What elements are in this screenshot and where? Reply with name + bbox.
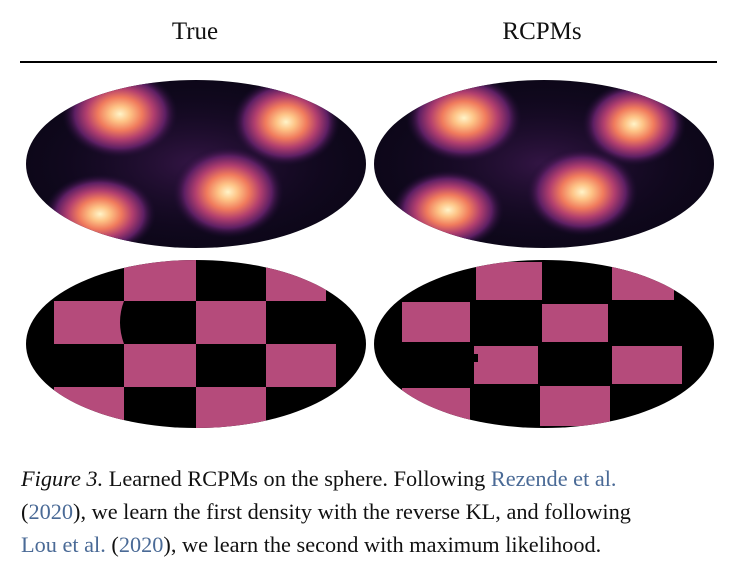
density-mode — [172, 146, 284, 238]
density-mode — [406, 80, 522, 162]
caption-text: Learned RCPMs on the sphere. Following — [103, 466, 491, 491]
citation-year-link[interactable]: 2020 — [28, 499, 74, 524]
rcpms-density-plot — [374, 80, 714, 248]
density-mode — [526, 148, 638, 236]
citation-link[interactable]: Rezende et al. — [490, 466, 617, 491]
column-header-true: True — [171, 18, 219, 45]
figure-caption: Figure 3. Learned RCPMs on the sphere. F… — [21, 462, 721, 561]
rcpms-checkerboard-plot — [374, 260, 714, 428]
citation-year-link[interactable]: 2020 — [118, 532, 164, 557]
caption-text: ( — [105, 532, 119, 557]
caption-text: ), we learn the second with maximum like… — [163, 532, 602, 557]
caption-text: ), we learn the first density with the r… — [73, 499, 631, 524]
true-checkerboard-plot — [26, 260, 366, 428]
header-rule — [20, 61, 717, 63]
density-mode — [392, 170, 504, 248]
figure-label: Figure 3. — [21, 466, 104, 491]
true-density-plot — [26, 80, 366, 248]
column-header-rcpms: RCPMs — [502, 18, 582, 45]
citation-link[interactable]: Lou et al. — [21, 532, 106, 557]
density-mode — [582, 82, 686, 166]
caption-text: ( — [21, 499, 29, 524]
